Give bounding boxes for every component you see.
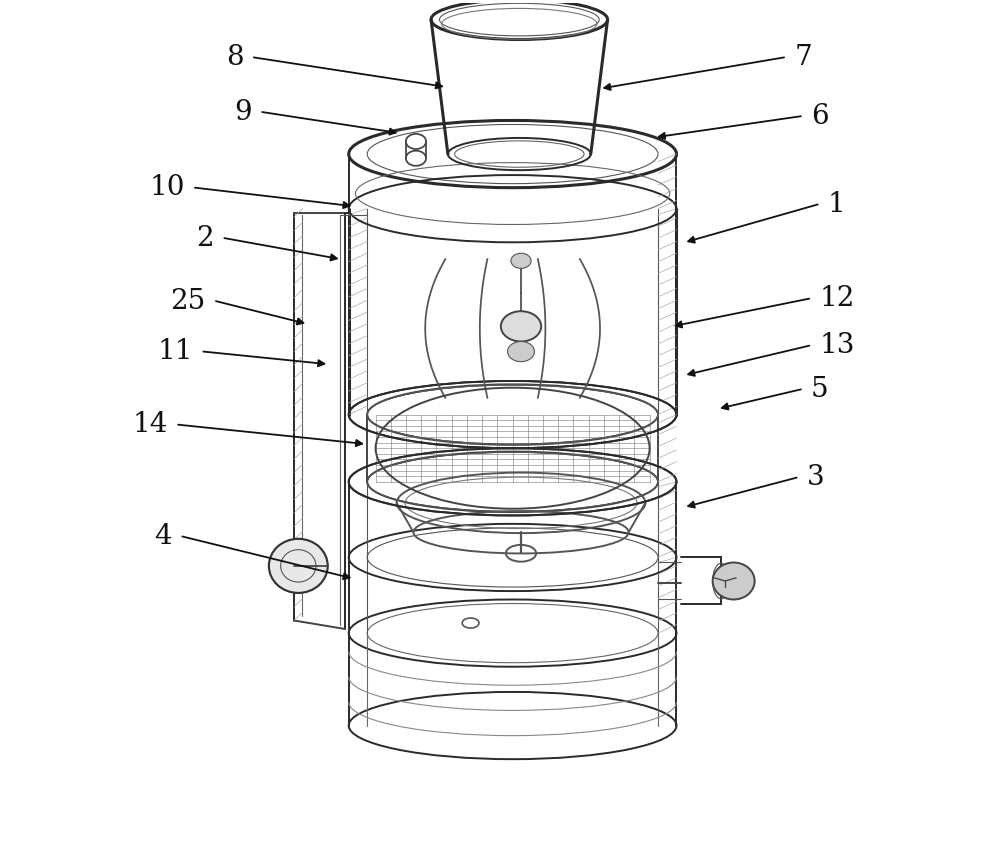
Text: 14: 14 [133, 411, 168, 438]
Text: 1: 1 [828, 191, 846, 218]
Text: 13: 13 [819, 332, 855, 360]
Ellipse shape [713, 563, 755, 600]
Ellipse shape [511, 253, 531, 268]
Text: 3: 3 [807, 464, 824, 492]
Text: 8: 8 [226, 44, 244, 71]
Text: 25: 25 [171, 288, 206, 315]
Text: 2: 2 [197, 224, 214, 251]
Text: 5: 5 [811, 376, 829, 403]
Text: 11: 11 [158, 338, 193, 365]
Text: 6: 6 [811, 102, 829, 129]
Ellipse shape [501, 311, 541, 342]
Text: 12: 12 [819, 285, 855, 312]
Text: 10: 10 [149, 174, 185, 201]
Ellipse shape [508, 342, 534, 361]
Text: 7: 7 [794, 44, 812, 71]
Ellipse shape [269, 539, 328, 593]
Text: 9: 9 [234, 98, 252, 125]
Text: 4: 4 [155, 523, 172, 550]
